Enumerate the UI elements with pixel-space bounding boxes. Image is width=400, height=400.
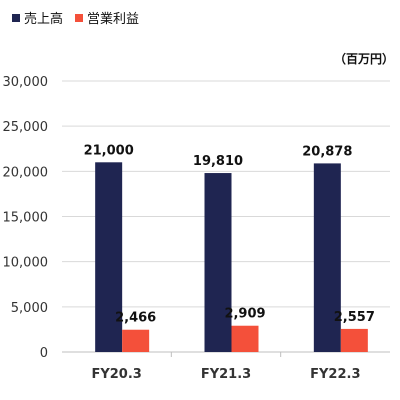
y-tick-label: 5,000 xyxy=(11,301,48,316)
bar-operating-profit xyxy=(231,325,259,352)
y-tick-label: 25,000 xyxy=(3,120,49,135)
data-label-operating-profit: 2,909 xyxy=(224,307,265,322)
bar-sales xyxy=(313,163,341,352)
legend-item-operating-profit: 営業利益 xyxy=(75,8,139,27)
bar-sales xyxy=(204,173,232,352)
bar-sales xyxy=(95,162,123,352)
y-tick-label: 20,000 xyxy=(3,165,49,180)
data-label-sales: 21,000 xyxy=(84,143,134,158)
data-label-operating-profit: 2,557 xyxy=(334,310,375,325)
y-tick-label: 30,000 xyxy=(3,75,49,90)
legend-item-sales: 売上高 xyxy=(12,8,63,27)
legend-label-operating-profit: 営業利益 xyxy=(87,12,140,27)
unit-label: （百万円） xyxy=(333,52,394,66)
bar-operating-profit xyxy=(340,328,368,352)
legend: 売上高 営業利益 xyxy=(12,8,151,27)
data-label-sales: 20,878 xyxy=(302,144,352,159)
legend-label-sales: 売上高 xyxy=(24,12,64,27)
x-tick-label: FY20.3 xyxy=(91,367,141,382)
bar-operating-profit xyxy=(122,329,150,352)
legend-swatch-operating-profit xyxy=(75,13,84,22)
data-label-operating-profit: 2,466 xyxy=(115,311,156,326)
y-tick-label: 0 xyxy=(40,346,48,361)
y-tick-label: 10,000 xyxy=(3,256,49,271)
y-tick-label: 15,000 xyxy=(3,211,49,226)
data-label-sales: 19,810 xyxy=(193,154,243,169)
legend-swatch-sales xyxy=(12,13,20,22)
x-tick-label: FY22.3 xyxy=(310,367,360,382)
x-tick-label: FY21.3 xyxy=(201,367,251,382)
